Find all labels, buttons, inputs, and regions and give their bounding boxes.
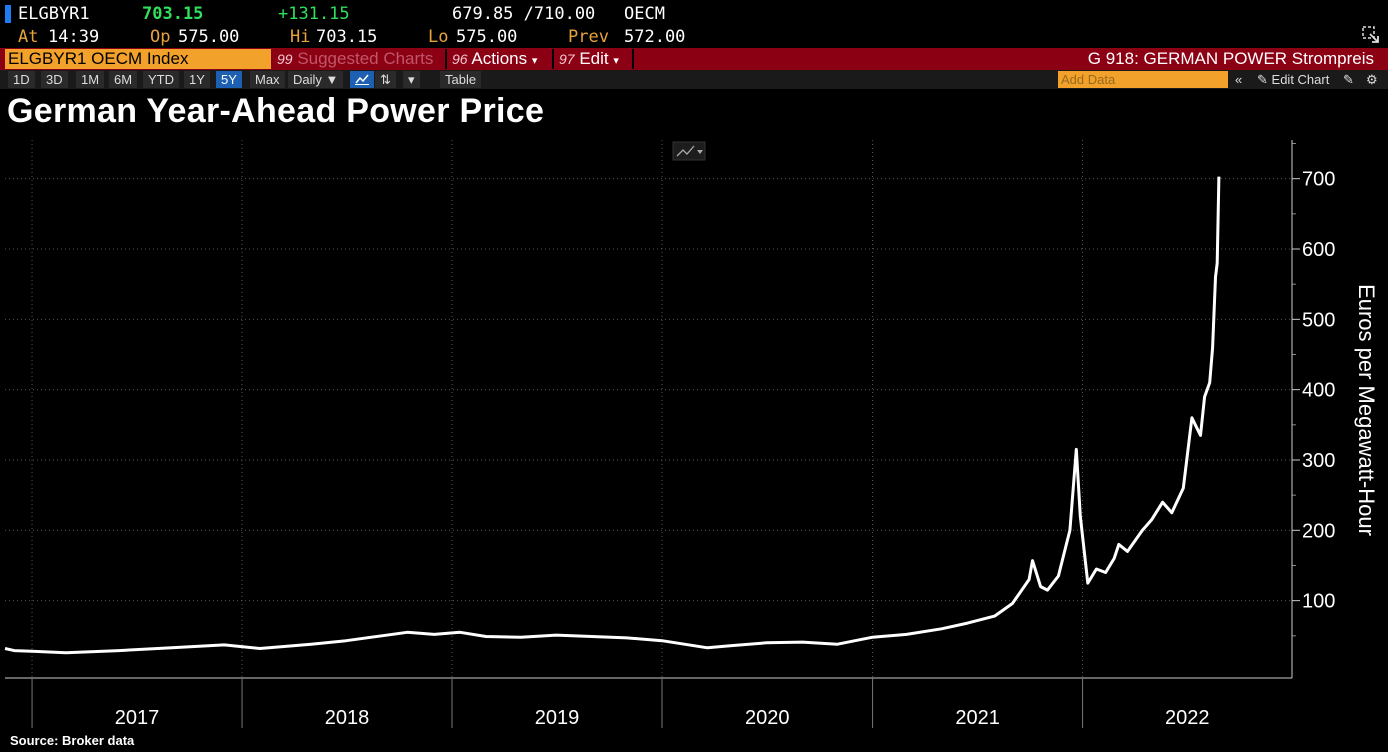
bid-ask: 679.85 /710.00 <box>452 4 596 24</box>
chevron-down-icon: ▾ <box>531 55 538 67</box>
at-label: At <box>18 27 39 47</box>
y-tick-label: 600 <box>1302 239 1335 261</box>
x-tick-label: 2021 <box>955 707 1000 729</box>
edit-icon[interactable]: ✎ <box>1343 72 1354 87</box>
line-chart-icon[interactable] <box>350 71 374 88</box>
range-1y[interactable]: 1Y <box>184 71 210 88</box>
ticker-marker <box>5 5 11 23</box>
actions-label: Actions <box>471 49 528 68</box>
y-axis: 100 200 300 400 500 600 700 <box>1291 140 1335 678</box>
at-value: 14:39 <box>48 27 100 47</box>
edit-number: 97 <box>559 51 575 67</box>
price-change: +131.15 <box>278 4 350 24</box>
range-max[interactable]: Max <box>250 71 285 88</box>
range-3d[interactable]: 3D <box>41 71 68 88</box>
prev-label: Prev <box>568 27 609 47</box>
open-label: Op <box>150 27 171 47</box>
edit-label: Edit <box>579 49 609 68</box>
last-price: 703.15 <box>142 4 204 24</box>
x-tick-label: 2019 <box>535 707 580 729</box>
function-bar: ELGBYR1 OECM Index 99 Suggested Charts 9… <box>0 48 1388 70</box>
prev-value: 572.00 <box>624 27 686 47</box>
range-ytd[interactable]: YTD <box>143 71 179 88</box>
dropdown-icon[interactable]: ▾ <box>403 71 420 88</box>
open-value: 575.00 <box>178 27 240 47</box>
edit-chart-label: Edit Chart <box>1271 72 1330 87</box>
chart-type-icon[interactable] <box>672 141 706 161</box>
candle-icon[interactable]: ⇅ <box>375 71 396 88</box>
suggested-number: 99 <box>277 51 293 67</box>
x-axis: 2017 2018 2019 2020 2021 2022 <box>5 677 1292 729</box>
quote-bar: ELGBYR1 703.15 +131.15 679.85 /710.00 OE… <box>0 0 1388 48</box>
range-1d[interactable]: 1D <box>8 71 35 88</box>
gear-icon[interactable]: ⚙ <box>1366 72 1378 87</box>
chart-name: G 918: GERMAN POWER Strompreis <box>1087 49 1374 68</box>
range-5y[interactable]: 5Y <box>216 71 242 88</box>
actions-number: 96 <box>452 51 468 67</box>
edit-button[interactable]: 97 Edit ▾ <box>559 49 619 69</box>
x-tick-label: 2017 <box>115 707 160 729</box>
high-value: 703.15 <box>316 27 378 47</box>
ticker[interactable]: ELGBYR1 <box>18 4 90 24</box>
frequency-label: Daily <box>293 72 322 87</box>
table-button[interactable]: Table <box>440 71 482 88</box>
low-label: Lo <box>428 27 449 47</box>
y-tick-label: 300 <box>1302 450 1335 472</box>
chart-title: German Year-Ahead Power Price <box>7 92 545 130</box>
series-line <box>4 176 1221 655</box>
range-6m[interactable]: 6M <box>109 71 138 88</box>
suggested-label: Suggested Charts <box>297 49 434 68</box>
grid <box>5 140 1292 678</box>
y-tick-label: 700 <box>1302 169 1335 191</box>
divider <box>445 49 447 69</box>
chart-toolbar: 1D 3D 1M 6M YTD 1Y 5Y Max Daily ▼ ⇅ ▾ Ta… <box>0 70 1388 89</box>
security-field[interactable]: ELGBYR1 OECM Index <box>5 49 271 69</box>
add-data-input[interactable]: Add Data <box>1058 71 1228 88</box>
chevron-down-icon: ▾ <box>613 55 619 67</box>
y-tick-label: 500 <box>1302 309 1335 331</box>
y-tick-label: 200 <box>1302 520 1335 542</box>
x-tick-label: 2020 <box>745 707 790 729</box>
pencil-icon: ✎ <box>1257 72 1268 87</box>
x-tick-label: 2022 <box>1165 707 1210 729</box>
chevron-down-icon: ▼ <box>325 72 339 87</box>
high-label: Hi <box>290 27 311 47</box>
source-note: Source: Broker data <box>10 733 135 748</box>
range-1m[interactable]: 1M <box>76 71 105 88</box>
collapse-icon[interactable]: « <box>1235 72 1243 87</box>
y-axis-label: Euros per Megawatt-Hour <box>1354 284 1379 536</box>
frequency-select[interactable]: Daily ▼ <box>288 71 344 88</box>
y-tick-label: 400 <box>1302 380 1335 402</box>
source-code: OECM <box>624 4 665 24</box>
low-value: 575.00 <box>456 27 518 47</box>
suggested-charts-button[interactable]: 99 Suggested Charts <box>277 49 433 69</box>
actions-button[interactable]: 96 Actions ▾ <box>452 49 537 69</box>
x-tick-label: 2018 <box>325 707 370 729</box>
divider <box>552 49 554 69</box>
divider <box>632 49 634 69</box>
edit-chart-button[interactable]: ✎ Edit Chart <box>1252 71 1334 88</box>
y-tick-label: 100 <box>1302 591 1335 613</box>
resize-icon[interactable] <box>1362 26 1380 44</box>
